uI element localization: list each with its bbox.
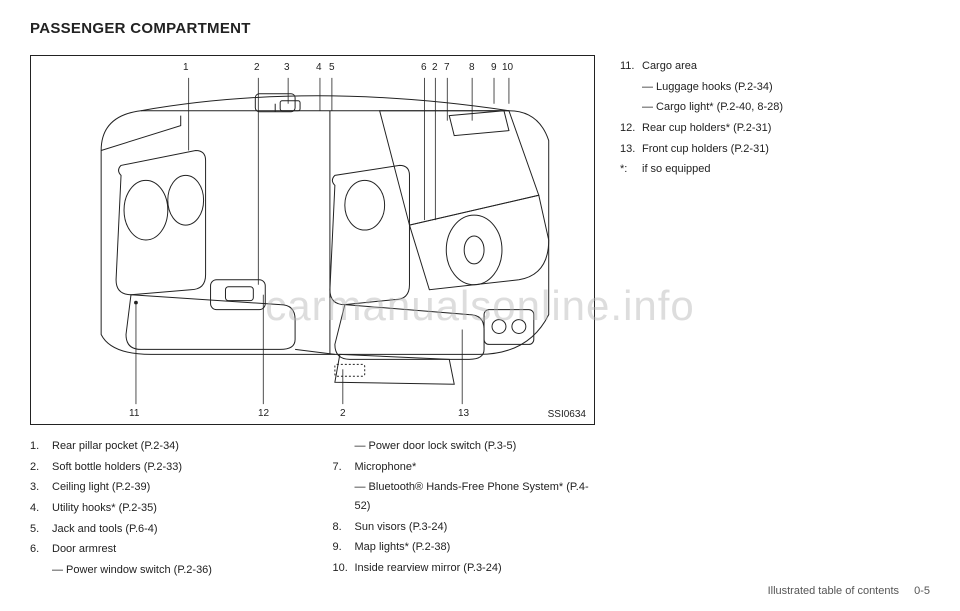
legend-item: 3.Ceiling light (P.2-39): [30, 478, 293, 497]
legend-item: 6.Door armrest: [30, 540, 293, 559]
footer-page-num: 0-5: [914, 585, 930, 597]
legend-item: 12.Rear cup holders* (P.2-31): [620, 119, 930, 138]
callout-6: 6: [421, 62, 427, 73]
callout-13: 13: [458, 408, 469, 419]
legend-item: 13.Front cup holders (P.2-31): [620, 140, 930, 159]
passenger-compartment-diagram: [31, 56, 594, 424]
callout-3: 3: [284, 62, 290, 73]
legend-subitem: — Bluetooth® Hands-Free Phone System* (P…: [333, 478, 596, 515]
callout-5: 5: [329, 62, 335, 73]
legend-item: *:if so equipped: [620, 160, 930, 179]
page-heading: PASSENGER COMPARTMENT: [30, 20, 930, 37]
callout-8: 8: [469, 62, 475, 73]
callout-12: 12: [258, 408, 269, 419]
main-content: 1 2 3 4 5 6 2 7 8 9 10 11 12 2 13 SSI063…: [30, 55, 930, 582]
callout-2c: 2: [340, 408, 346, 419]
footer-section: Illustrated table of contents: [768, 585, 899, 597]
callout-1: 1: [183, 62, 189, 73]
legend-item: 4.Utility hooks* (P.2-35): [30, 499, 293, 518]
callout-9: 9: [491, 62, 497, 73]
legend-item: 11.Cargo area: [620, 57, 930, 76]
legend-col-1: 1.Rear pillar pocket (P.2-34) 2.Soft bot…: [30, 437, 293, 582]
legend-subitem: — Luggage hooks (P.2-34): [620, 78, 930, 97]
legend-col-2: — Power door lock switch (P.3-5) 7.Micro…: [333, 437, 596, 582]
diagram-code: SSI0634: [548, 409, 586, 420]
callout-11: 11: [129, 408, 139, 419]
legend-item: 9.Map lights* (P.2-38): [333, 538, 596, 557]
diagram-container: 1 2 3 4 5 6 2 7 8 9 10 11 12 2 13 SSI063…: [30, 55, 595, 425]
legend-item: 10.Inside rearview mirror (P.3-24): [333, 559, 596, 578]
legend-columns: 1.Rear pillar pocket (P.2-34) 2.Soft bot…: [30, 437, 595, 582]
left-column: 1 2 3 4 5 6 2 7 8 9 10 11 12 2 13 SSI063…: [30, 55, 595, 582]
callout-2b: 2: [432, 62, 438, 73]
page-footer: Illustrated table of contents 0-5: [768, 585, 930, 597]
legend-item: 2.Soft bottle holders (P.2-33): [30, 458, 293, 477]
legend-subitem: — Power door lock switch (P.3-5): [333, 437, 596, 456]
callout-7: 7: [444, 62, 450, 73]
legend-item: 7.Microphone*: [333, 458, 596, 477]
callout-4: 4: [316, 62, 322, 73]
callout-2a: 2: [254, 62, 260, 73]
legend-subitem: — Power window switch (P.2-36): [30, 561, 293, 580]
right-column: 11.Cargo area — Luggage hooks (P.2-34) —…: [620, 55, 930, 582]
legend-subitem: — Cargo light* (P.2-40, 8-28): [620, 98, 930, 117]
legend-item: 8.Sun visors (P.3-24): [333, 518, 596, 537]
callout-10: 10: [502, 62, 513, 73]
legend-item: 5.Jack and tools (P.6-4): [30, 520, 293, 539]
legend-item: 1.Rear pillar pocket (P.2-34): [30, 437, 293, 456]
